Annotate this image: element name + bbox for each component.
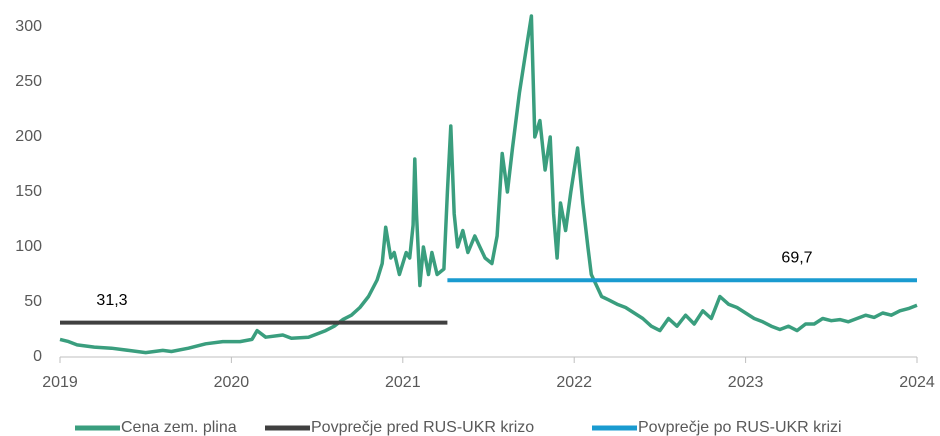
y-tick-label: 100: [15, 238, 42, 255]
series-line: [59, 14, 918, 355]
y-tick-label: 300: [15, 18, 42, 35]
x-tick-label: 2019: [42, 374, 78, 391]
data-label: 69,7: [781, 250, 812, 267]
y-tick-label: 50: [24, 293, 42, 310]
y-tick-label: 250: [15, 73, 42, 90]
legend-label: Povprečje pred RUS-UKR krizo: [311, 419, 534, 436]
legend-label: Cena zem. plina: [121, 419, 237, 436]
x-tick-label: 2021: [385, 374, 421, 391]
y-tick-label: 150: [15, 183, 42, 200]
x-tick-label: 2022: [556, 374, 592, 391]
legend-label: Povprečje po RUS-UKR krizi: [638, 419, 842, 436]
x-tick-label: 2024: [899, 374, 935, 391]
y-tick-label: 200: [15, 128, 42, 145]
data-label: 31,3: [96, 292, 127, 309]
x-tick-label: 2020: [214, 374, 250, 391]
x-tick-label: 2023: [728, 374, 764, 391]
y-tick-label: 0: [33, 348, 42, 365]
